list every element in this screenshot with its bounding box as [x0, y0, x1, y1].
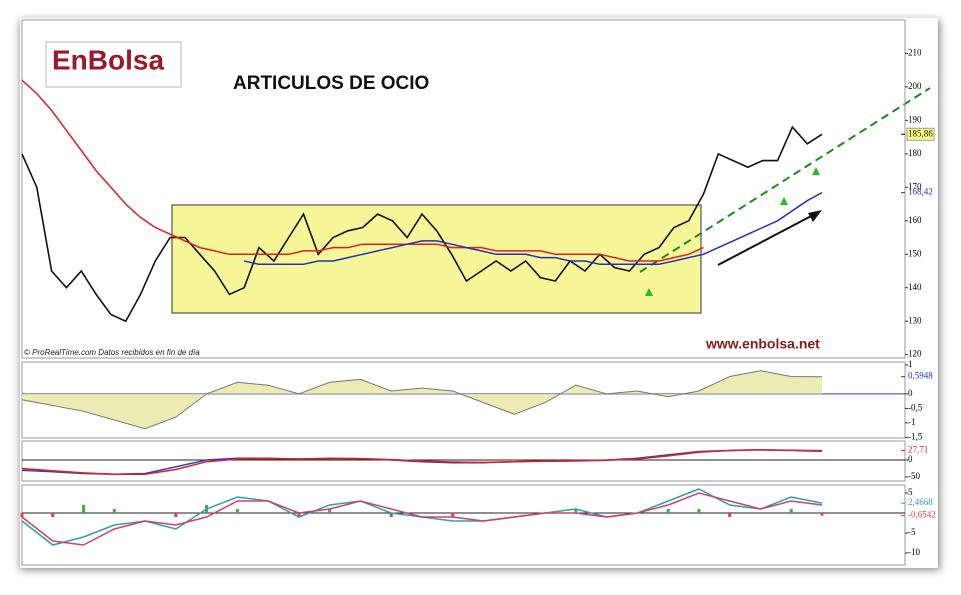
- y-tick-label: -1,5: [908, 431, 923, 441]
- histogram-bar: [728, 513, 732, 517]
- y-tick-label: 0: [908, 388, 913, 398]
- line: [244, 191, 823, 266]
- line: [21, 370, 823, 430]
- y-tick-label: 190: [908, 114, 922, 124]
- arrow-head: [808, 210, 822, 222]
- histogram-bar: [82, 505, 86, 513]
- histogram-bar: [20, 513, 24, 517]
- histogram-bar: [389, 513, 393, 517]
- panel: [21, 440, 906, 482]
- y-tick-label: -10: [908, 547, 920, 557]
- histogram-bar: [297, 513, 301, 517]
- histogram-bar: [51, 513, 55, 517]
- y-tick-label: 200: [908, 81, 922, 91]
- y-tick-label: 5: [908, 487, 913, 497]
- panel: [21, 19, 906, 359]
- histogram-bar: [820, 513, 824, 516]
- arrow: [717, 213, 816, 266]
- logo-text: EnBolsa: [52, 44, 164, 75]
- y-tick-label: 170: [908, 181, 922, 191]
- credit: © ProRealTime.com Datos recibidos en fin…: [24, 348, 200, 357]
- last-value-label: 2,4668: [908, 497, 933, 507]
- up-marker: [645, 288, 653, 296]
- histogram-bar: [235, 509, 239, 513]
- up-marker: [780, 197, 788, 205]
- y-tick-label: -0,5: [908, 402, 923, 412]
- histogram-bar: [697, 509, 701, 513]
- panel: [21, 484, 906, 566]
- y-tick-label: 160: [908, 215, 922, 225]
- y-tick-label: 210: [908, 48, 922, 58]
- histogram-bar: [174, 513, 178, 517]
- histogram-bar: [574, 509, 578, 513]
- last-value-label: 168,42: [908, 187, 933, 197]
- range-box: [171, 204, 702, 314]
- y-tick-label: 120: [908, 349, 922, 359]
- histogram-bar: [112, 509, 116, 513]
- y-tick-label: 180: [908, 148, 922, 158]
- up-marker: [812, 167, 820, 175]
- histogram-bar: [666, 509, 670, 513]
- y-tick-label: -50: [908, 471, 920, 481]
- last-value-label: 0,5948: [908, 371, 933, 381]
- y-tick-label: 0: [908, 454, 913, 464]
- last-value-label: 27,71: [908, 445, 928, 455]
- y-tick-label: 1: [908, 359, 913, 369]
- annotation: www.enbolsa.net: [705, 336, 820, 352]
- histogram-bar: [789, 509, 793, 513]
- line: [21, 492, 823, 546]
- histogram-bar: [328, 509, 332, 513]
- y-tick-label: 140: [908, 282, 922, 292]
- line: [21, 449, 823, 475]
- logo: EnBolsa: [45, 41, 182, 88]
- y-tick-label: -1: [908, 417, 916, 427]
- y-tick-label: 150: [908, 248, 922, 258]
- last-value-box: [906, 127, 935, 141]
- line: [21, 125, 823, 323]
- histogram-bar: [451, 513, 455, 517]
- line: [21, 79, 704, 262]
- plot: 120130140150160170180190200210185,86168,…: [20, 19, 936, 566]
- last-value-label: -0,6542: [908, 510, 936, 520]
- logo-box: [45, 41, 182, 88]
- y-tick-label: -5: [908, 527, 916, 537]
- trend-line: [639, 87, 931, 273]
- last-value-label: 185,86: [908, 128, 933, 138]
- area: [22, 370, 822, 429]
- y-tick-label: 130: [908, 315, 922, 325]
- chart-title: ARTICULOS DE OCIO: [233, 73, 429, 94]
